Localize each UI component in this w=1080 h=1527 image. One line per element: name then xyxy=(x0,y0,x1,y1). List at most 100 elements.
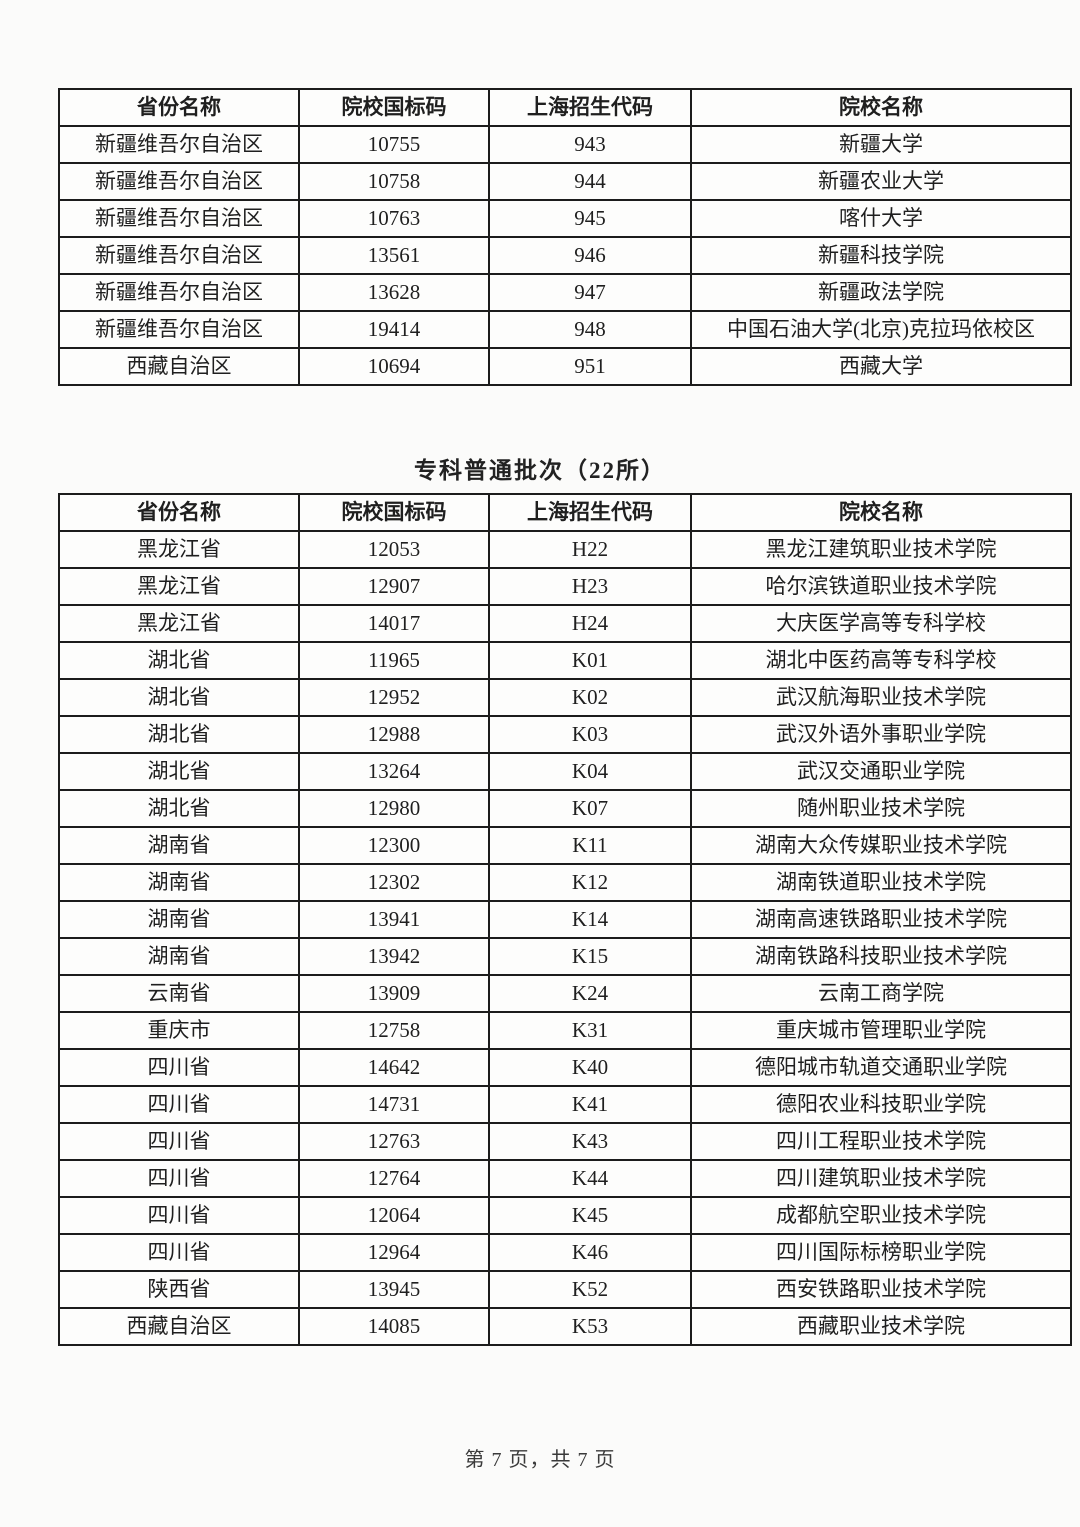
province-cell: 四川省 xyxy=(58,1122,300,1161)
province-cell: 新疆维吾尔自治区 xyxy=(58,236,300,275)
column-header-province: 省份名称 xyxy=(58,493,300,532)
table-row: 湖北省 12980 K07 随州职业技术学院 xyxy=(58,789,1072,828)
national-code-cell: 12302 xyxy=(298,863,490,902)
shanghai-code-cell: H24 xyxy=(488,604,692,643)
shanghai-code-cell: K02 xyxy=(488,678,692,717)
column-header-national-code: 院校国标码 xyxy=(298,88,490,127)
column-header-school-name: 院校名称 xyxy=(690,88,1072,127)
national-code-cell: 12763 xyxy=(298,1122,490,1161)
province-cell: 新疆维吾尔自治区 xyxy=(58,310,300,349)
table-row: 湖南省 13942 K15 湖南铁路科技职业技术学院 xyxy=(58,937,1072,976)
province-cell: 新疆维吾尔自治区 xyxy=(58,199,300,238)
shanghai-code-cell: K14 xyxy=(488,900,692,939)
column-header-shanghai-code: 上海招生代码 xyxy=(488,493,692,532)
province-cell: 湖北省 xyxy=(58,752,300,791)
school-name-cell: 湖北中医药高等专科学校 xyxy=(690,641,1072,680)
province-cell: 湖南省 xyxy=(58,900,300,939)
column-header-shanghai-code: 上海招生代码 xyxy=(488,88,692,127)
shanghai-code-cell: K41 xyxy=(488,1085,692,1124)
province-cell: 黑龙江省 xyxy=(58,604,300,643)
national-code-cell: 11965 xyxy=(298,641,490,680)
school-name-cell: 重庆城市管理职业学院 xyxy=(690,1011,1072,1050)
shanghai-code-cell: K24 xyxy=(488,974,692,1013)
national-code-cell: 13264 xyxy=(298,752,490,791)
shanghai-code-cell: 946 xyxy=(488,236,692,275)
national-code-cell: 12952 xyxy=(298,678,490,717)
province-cell: 湖北省 xyxy=(58,715,300,754)
national-code-cell: 12053 xyxy=(298,530,490,569)
school-name-cell: 武汉交通职业学院 xyxy=(690,752,1072,791)
school-name-cell: 中国石油大学(北京)克拉玛依校区 xyxy=(690,310,1072,349)
national-code-cell: 10763 xyxy=(298,199,490,238)
table-row: 湖北省 13264 K04 武汉交通职业学院 xyxy=(58,752,1072,791)
school-name-cell: 新疆农业大学 xyxy=(690,162,1072,201)
national-code-cell: 13945 xyxy=(298,1270,490,1309)
province-cell: 新疆维吾尔自治区 xyxy=(58,273,300,312)
school-name-cell: 云南工商学院 xyxy=(690,974,1072,1013)
table-row: 西藏自治区 14085 K53 西藏职业技术学院 xyxy=(58,1307,1072,1346)
national-code-cell: 12988 xyxy=(298,715,490,754)
table-row: 四川省 12763 K43 四川工程职业技术学院 xyxy=(58,1122,1072,1161)
school-name-cell: 德阳城市轨道交通职业学院 xyxy=(690,1048,1072,1087)
shanghai-code-cell: 947 xyxy=(488,273,692,312)
province-cell: 四川省 xyxy=(58,1196,300,1235)
table-row: 新疆维吾尔自治区 10758 944 新疆农业大学 xyxy=(58,162,1072,201)
national-code-cell: 12064 xyxy=(298,1196,490,1235)
province-cell: 黑龙江省 xyxy=(58,567,300,606)
school-name-cell: 武汉外语外事职业学院 xyxy=(690,715,1072,754)
national-code-cell: 14642 xyxy=(298,1048,490,1087)
table-row: 黑龙江省 12053 H22 黑龙江建筑职业技术学院 xyxy=(58,530,1072,569)
province-cell: 湖北省 xyxy=(58,641,300,680)
national-code-cell: 10755 xyxy=(298,125,490,164)
school-name-cell: 德阳农业科技职业学院 xyxy=(690,1085,1072,1124)
province-cell: 湖南省 xyxy=(58,826,300,865)
shanghai-code-cell: K53 xyxy=(488,1307,692,1346)
table-row: 黑龙江省 14017 H24 大庆医学高等专科学校 xyxy=(58,604,1072,643)
province-cell: 湖南省 xyxy=(58,863,300,902)
shanghai-code-cell: K15 xyxy=(488,937,692,976)
school-name-cell: 新疆大学 xyxy=(690,125,1072,164)
school-name-cell: 哈尔滨铁道职业技术学院 xyxy=(690,567,1072,606)
section-title: 专科普通批次（22所） xyxy=(414,458,666,483)
province-cell: 新疆维吾尔自治区 xyxy=(58,125,300,164)
undergraduate-batch-table-body: 新疆维吾尔自治区 10755 943 新疆大学 新疆维吾尔自治区 10758 944 新疆农业… xyxy=(58,125,1072,386)
school-name-cell: 喀什大学 xyxy=(690,199,1072,238)
province-cell: 湖北省 xyxy=(58,678,300,717)
national-code-cell: 12764 xyxy=(298,1159,490,1198)
shanghai-code-cell: K52 xyxy=(488,1270,692,1309)
national-code-cell: 12980 xyxy=(298,789,490,828)
table-row: 四川省 14642 K40 德阳城市轨道交通职业学院 xyxy=(58,1048,1072,1087)
national-code-cell: 12758 xyxy=(298,1011,490,1050)
table-row: 新疆维吾尔自治区 10763 945 喀什大学 xyxy=(58,199,1072,238)
school-name-cell: 随州职业技术学院 xyxy=(690,789,1072,828)
national-code-cell: 13909 xyxy=(298,974,490,1013)
province-cell: 四川省 xyxy=(58,1159,300,1198)
province-cell: 陕西省 xyxy=(58,1270,300,1309)
school-name-cell: 四川国际标榜职业学院 xyxy=(690,1233,1072,1272)
table-row: 新疆维吾尔自治区 10755 943 新疆大学 xyxy=(58,125,1072,164)
column-header-province: 省份名称 xyxy=(58,88,300,127)
school-name-cell: 新疆科技学院 xyxy=(690,236,1072,275)
national-code-cell: 13941 xyxy=(298,900,490,939)
table-row: 湖北省 11965 K01 湖北中医药高等专科学校 xyxy=(58,641,1072,680)
province-cell: 西藏自治区 xyxy=(58,347,300,386)
shanghai-code-cell: K12 xyxy=(488,863,692,902)
school-name-cell: 西安铁路职业技术学院 xyxy=(690,1270,1072,1309)
table-row: 陕西省 13945 K52 西安铁路职业技术学院 xyxy=(58,1270,1072,1309)
table-row: 云南省 13909 K24 云南工商学院 xyxy=(58,974,1072,1013)
school-name-cell: 湖南大众传媒职业技术学院 xyxy=(690,826,1072,865)
shanghai-code-cell: H22 xyxy=(488,530,692,569)
province-cell: 四川省 xyxy=(58,1048,300,1087)
province-cell: 湖北省 xyxy=(58,789,300,828)
school-name-cell: 四川工程职业技术学院 xyxy=(690,1122,1072,1161)
shanghai-code-cell: K11 xyxy=(488,826,692,865)
table-row: 湖南省 13941 K14 湖南高速铁路职业技术学院 xyxy=(58,900,1072,939)
school-name-cell: 四川建筑职业技术学院 xyxy=(690,1159,1072,1198)
shanghai-code-cell: K40 xyxy=(488,1048,692,1087)
school-name-cell: 西藏大学 xyxy=(690,347,1072,386)
school-name-cell: 湖南高速铁路职业技术学院 xyxy=(690,900,1072,939)
national-code-cell: 10758 xyxy=(298,162,490,201)
province-cell: 黑龙江省 xyxy=(58,530,300,569)
table-row: 湖南省 12302 K12 湖南铁道职业技术学院 xyxy=(58,863,1072,902)
